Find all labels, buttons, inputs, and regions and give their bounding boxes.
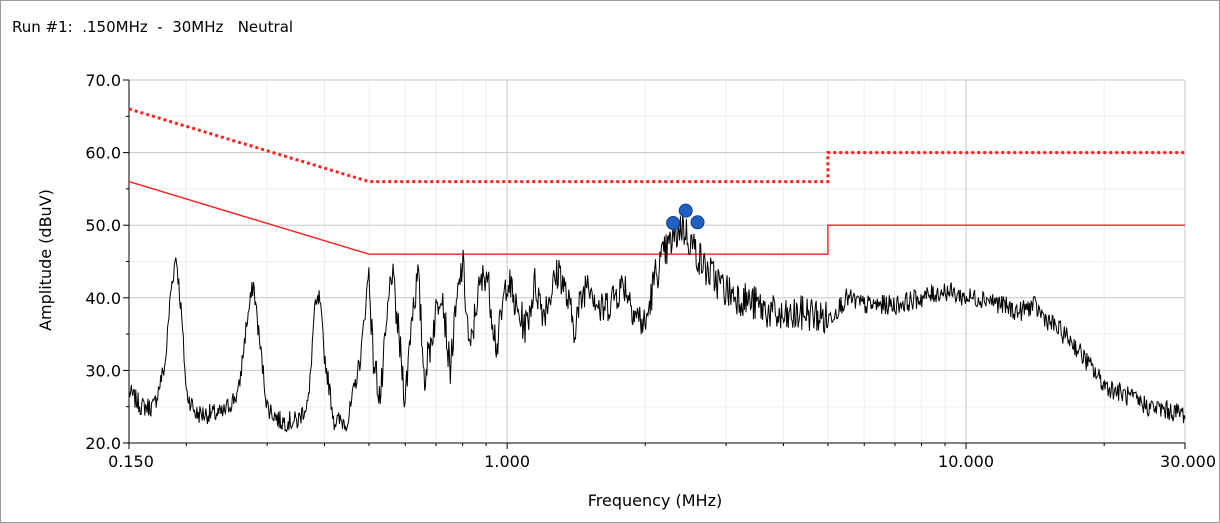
peak-marker (678, 203, 693, 218)
peak-marker (690, 215, 705, 230)
peak-marker (666, 216, 681, 231)
y-tick-label: 40.0 (85, 289, 121, 308)
x-tick-label: 10.000 (938, 452, 994, 471)
y-tick-label: 70.0 (85, 71, 121, 90)
limit-line-dotted (128, 107, 1185, 184)
measurement-trace (128, 215, 1186, 433)
chart-title: Run #1: .150MHz - 30MHz Neutral (12, 18, 294, 36)
y-tick-label: 20.0 (85, 434, 121, 453)
peak-markers (666, 203, 705, 231)
minor-grid (129, 80, 1185, 443)
series-layer (128, 107, 1186, 433)
x-tick-label: 0.150 (108, 452, 154, 471)
y-axis-label: Amplitude (dBuV) (36, 189, 55, 331)
x-tick-label: 30.000 (1160, 452, 1216, 471)
y-tick-label: 30.0 (85, 361, 121, 380)
limit-line-solid (128, 180, 1185, 255)
ticks: 20.0 30.0 40.0 50.0 60.0 70.0 0.150 1.000 10.000… (85, 71, 1216, 471)
x-axis-label: Frequency (MHz) (588, 491, 722, 510)
y-tick-label: 60.0 (85, 144, 121, 163)
y-tick-label: 50.0 (85, 216, 121, 235)
x-tick-label: 1.000 (484, 452, 530, 471)
